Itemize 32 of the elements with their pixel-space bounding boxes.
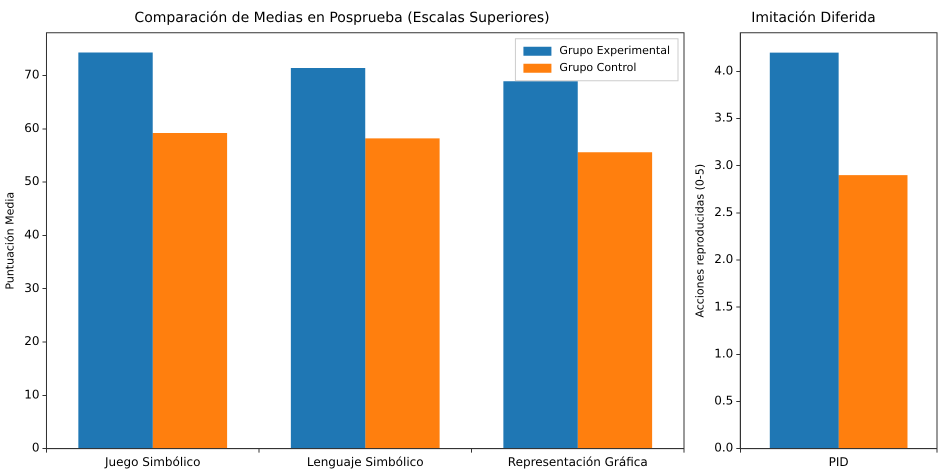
y-tick-label: 2.5 — [714, 205, 734, 220]
bar — [78, 52, 153, 448]
y-tick-label: 1.0 — [714, 346, 734, 360]
y-tick-label: 0.5 — [714, 394, 734, 408]
x-tick-label: Representación Gráfica — [508, 454, 648, 469]
legend-label: Grupo Control — [559, 61, 636, 74]
y-tick-label: 3.5 — [714, 110, 734, 125]
bar — [578, 152, 652, 448]
y-tick-label: 3.0 — [714, 158, 734, 172]
y-tick-label: 4.0 — [714, 64, 734, 78]
chart-title: Imitación Diferida — [751, 10, 876, 26]
y-tick-label: 60 — [24, 120, 40, 135]
x-tick-label: Juego Simbólico — [104, 454, 200, 469]
y-axis-title: Puntuación Media — [3, 192, 16, 290]
y-tick-label: 40 — [24, 227, 40, 242]
chart-title: Comparación de Medias en Posprueba (Escalas Superiores) — [134, 10, 550, 26]
x-tick-label: Lenguaje Simbólico — [306, 454, 424, 469]
bar — [365, 138, 440, 448]
legend-label: Grupo Experimental — [559, 44, 670, 58]
x-tick-label: PID — [828, 454, 849, 469]
y-tick-label: 0.0 — [714, 440, 734, 455]
y-tick-label: 2.0 — [714, 252, 734, 266]
bar — [152, 133, 228, 448]
y-tick-label: 20 — [24, 334, 40, 348]
y-tick-label: 10 — [24, 387, 40, 402]
y-tick-label: 50 — [24, 174, 40, 188]
y-tick-label: 70 — [24, 68, 40, 82]
y-axis-title: Acciones reproducidas (0-5) — [693, 164, 706, 318]
y-tick-label: 0 — [32, 440, 40, 455]
y-tick-label: 1.5 — [714, 299, 734, 314]
y-tick-label: 30 — [24, 280, 40, 295]
bar — [290, 68, 366, 448]
